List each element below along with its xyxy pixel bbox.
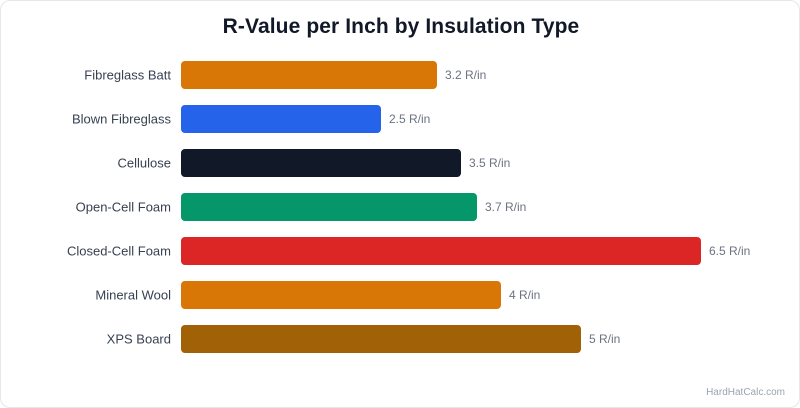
bar	[181, 237, 701, 265]
category-label: Mineral Wool	[95, 288, 171, 303]
category-label: Fibreglass Batt	[84, 68, 171, 83]
category-label: Cellulose	[118, 156, 171, 171]
value-label: 2.5 R/in	[389, 112, 430, 126]
category-label: Blown Fibreglass	[72, 112, 171, 127]
chart-title: R-Value per Inch by Insulation Type	[222, 15, 580, 38]
bar	[181, 149, 461, 177]
value-label: 4 R/in	[509, 288, 540, 302]
bar	[181, 61, 437, 89]
value-label: 3.5 R/in	[469, 156, 510, 170]
bar	[181, 281, 501, 309]
value-label: 6.5 R/in	[709, 244, 750, 258]
category-label: Closed-Cell Foam	[67, 244, 171, 259]
category-label: XPS Board	[107, 332, 171, 347]
value-label: 5 R/in	[589, 332, 620, 346]
value-label: 3.7 R/in	[485, 200, 526, 214]
value-label: 3.2 R/in	[445, 68, 486, 82]
watermark: HardHatCalc.com	[706, 387, 785, 398]
category-label: Open-Cell Foam	[76, 200, 171, 215]
bar	[181, 325, 581, 353]
bar	[181, 105, 381, 133]
bar	[181, 193, 477, 221]
